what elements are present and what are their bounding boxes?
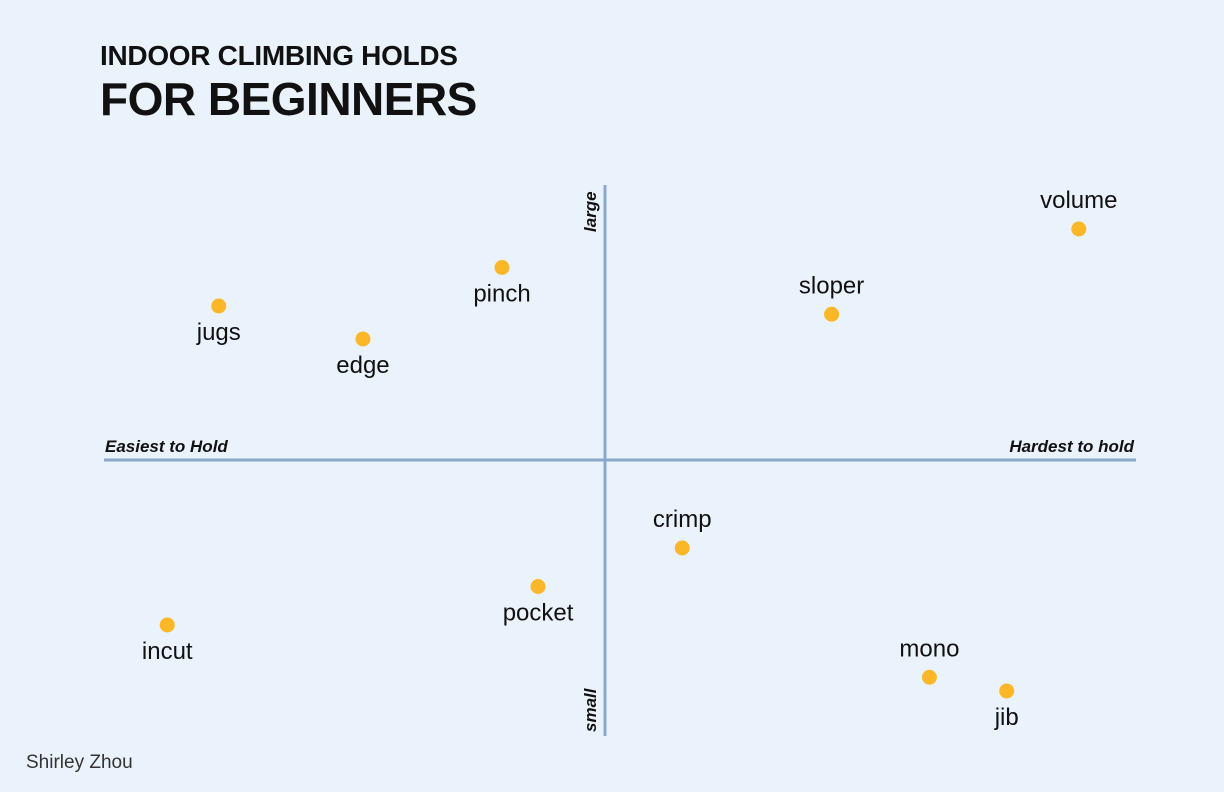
point-crimp bbox=[674, 540, 690, 556]
point-edge bbox=[355, 331, 371, 347]
x-axis-right-label: Hardest to hold bbox=[1009, 437, 1134, 456]
chart-title: INDOOR CLIMBING HOLDS FOR BEGINNERS bbox=[100, 38, 477, 124]
author-credit: Shirley Zhou bbox=[26, 752, 133, 773]
y-axis-top-label: large bbox=[581, 191, 600, 232]
point-label-jib: jib bbox=[994, 704, 1019, 731]
point-label-sloper: sloper bbox=[799, 272, 864, 299]
point-sloper bbox=[824, 306, 840, 322]
point-label-volume: volume bbox=[1040, 187, 1117, 214]
point-label-pinch: pinch bbox=[473, 281, 530, 308]
point-pinch bbox=[494, 260, 510, 275]
point-jugs bbox=[211, 298, 227, 314]
title-line-2: FOR BEGINNERS bbox=[100, 73, 477, 125]
point-incut bbox=[159, 617, 175, 633]
point-label-crimp: crimp bbox=[653, 506, 712, 533]
title-line-1: INDOOR CLIMBING HOLDS bbox=[100, 40, 458, 71]
point-label-pocket: pocket bbox=[503, 600, 574, 627]
x-axis-left-label: Easiest to Hold bbox=[105, 437, 228, 456]
point-label-mono: mono bbox=[899, 635, 959, 662]
y-axis-bottom-label: small bbox=[581, 687, 600, 732]
point-mono bbox=[921, 669, 937, 685]
point-volume bbox=[1071, 221, 1087, 237]
point-jib bbox=[999, 683, 1015, 699]
point-label-incut: incut bbox=[142, 638, 193, 665]
point-label-edge: edge bbox=[336, 352, 389, 379]
points-layer: jugs edge pinch sloper volume crimp pocket incu… bbox=[142, 187, 1118, 731]
point-pocket bbox=[530, 579, 546, 594]
point-label-jugs: jugs bbox=[196, 319, 241, 346]
